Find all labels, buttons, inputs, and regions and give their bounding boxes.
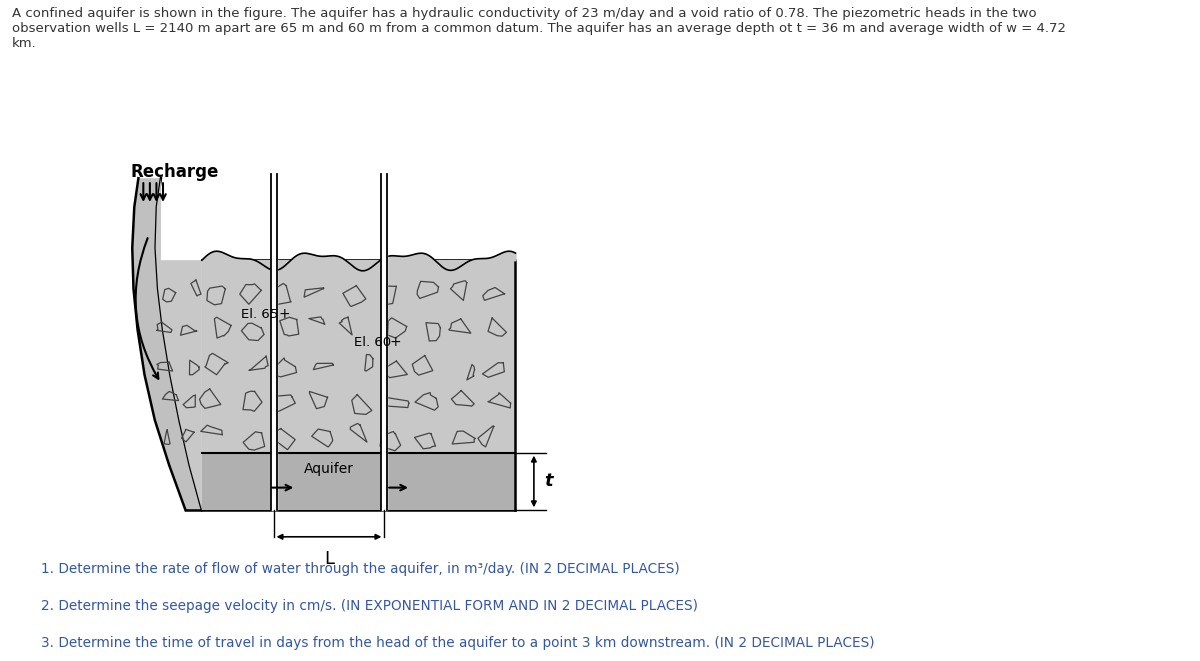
Polygon shape [156, 178, 202, 510]
Text: t: t [544, 473, 553, 490]
Text: Aquifer: Aquifer [304, 462, 354, 476]
Text: Recharge: Recharge [131, 163, 218, 181]
Text: 2. Determine the seepage velocity in cm/s. (IN EXPONENTIAL FORM AND IN 2 DECIMAL: 2. Determine the seepage velocity in cm/… [42, 599, 698, 613]
Polygon shape [271, 174, 276, 510]
Text: 1. Determine the rate of flow of water through the aquifer, in m³/day. (IN 2 DEC: 1. Determine the rate of flow of water t… [42, 562, 680, 576]
Text: 3. Determine the time of travel in days from the head of the aquifer to a point : 3. Determine the time of travel in days … [42, 637, 875, 650]
Polygon shape [202, 260, 516, 453]
Text: El. 65: El. 65 [241, 307, 278, 321]
Text: +: + [278, 307, 290, 321]
Polygon shape [382, 174, 388, 510]
Text: A confined aquifer is shown in the figure. The aquifer has a hydraulic conductiv: A confined aquifer is shown in the figur… [12, 7, 1066, 50]
Polygon shape [202, 453, 516, 510]
Text: El. 60: El. 60 [354, 336, 391, 349]
Text: +: + [389, 335, 401, 349]
Polygon shape [132, 178, 202, 510]
Text: L: L [324, 550, 334, 568]
